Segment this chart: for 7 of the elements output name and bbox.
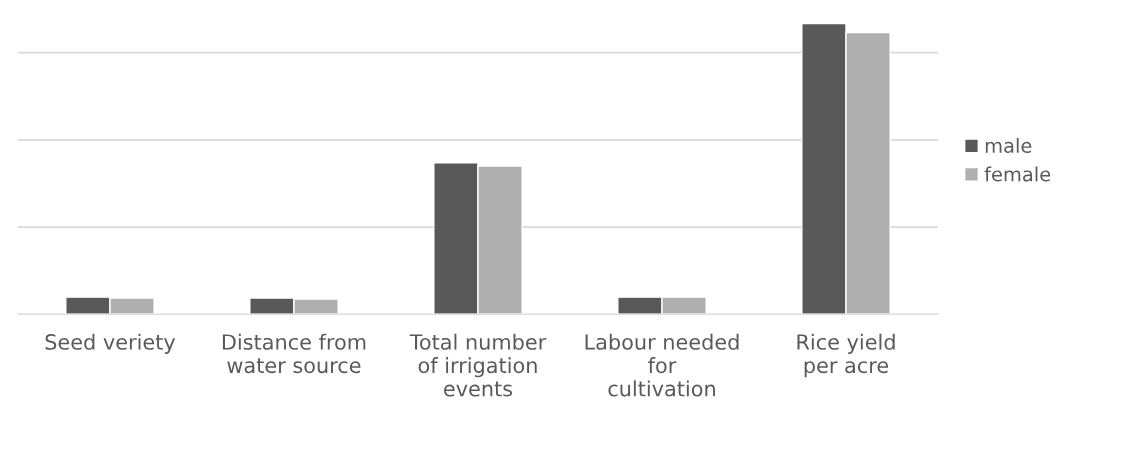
x-tick-label: Rice yield per acre <box>797 333 895 378</box>
x-tick-label: Total number of irrigation events <box>409 333 547 397</box>
x-tick-label: Distance from water source <box>222 333 366 374</box>
x-tick-label: Seed veriety <box>45 333 176 354</box>
x-tick-label: Labour needed for cultivation <box>585 333 739 397</box>
legend-label: female <box>984 166 1051 182</box>
legend-label: male <box>985 137 1032 154</box>
